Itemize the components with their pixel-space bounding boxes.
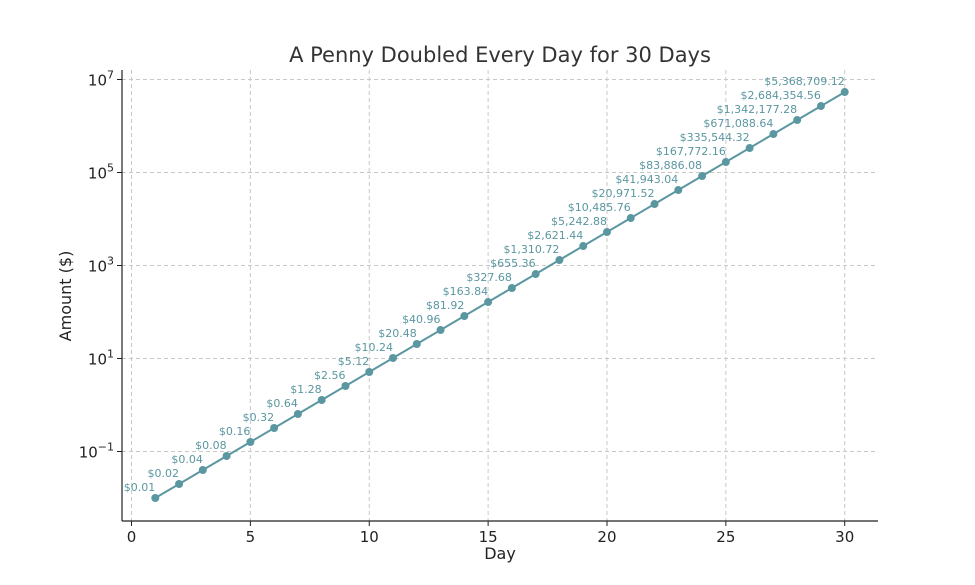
data-point [721,158,730,167]
data-point [389,354,398,363]
data-label: $2,684,354.56 [740,89,820,102]
data-labels: $0.01$0.02$0.04$0.08$0.16$0.32$0.64$1.28… [124,75,845,494]
data-point [222,451,231,460]
data-point [412,340,421,349]
data-point [507,284,516,293]
data-label: $1,342,177.28 [717,103,797,116]
data-label: $5,242.88 [551,215,607,228]
data-label: $1,310.72 [503,243,559,256]
data-point [769,130,778,139]
data-point [602,228,611,237]
data-label: $41,943.04 [615,173,678,186]
data-label: $5.12 [338,355,370,368]
data-label: $0.16 [219,425,251,438]
chart-title: A Penny Doubled Every Day for 30 Days [289,43,711,67]
data-label: $1.28 [290,383,322,396]
data-label: $10,485.76 [568,201,631,214]
data-label: $671,088.64 [703,117,773,130]
data-point [293,410,302,419]
data-label: $0.04 [171,453,203,466]
grid [122,70,878,521]
x-axis-label: Day [484,544,516,563]
x-axis-ticks: 0 5 10 15 20 25 30 [127,521,854,546]
y-tick-label: 103 [88,254,114,275]
data-point [365,368,374,377]
data-label: $81.92 [426,299,465,312]
y-tick-label: 107 [88,68,114,89]
y-axis-ticks: 10−1 101 103 105 107 [79,68,122,461]
data-label: $335,544.32 [680,131,750,144]
data-point [175,479,184,488]
x-tick-label: 10 [360,528,379,546]
data-label: $40.96 [402,313,441,326]
data-label: $0.64 [266,397,298,410]
data-point [270,424,279,433]
data-label: $163.84 [443,285,489,298]
data-point [198,465,207,474]
y-tick-label: 105 [88,161,114,182]
data-label: $0.08 [195,439,227,452]
data-point [484,298,493,307]
data-label: $655.36 [490,257,536,270]
series-line [154,91,846,499]
data-point [650,200,659,209]
y-tick-label: 101 [88,347,114,368]
data-label: $20,971.52 [592,187,655,200]
data-label: $0.01 [124,481,156,494]
data-point [816,102,825,111]
data-label: $0.02 [148,467,180,480]
x-tick-label: 5 [246,528,256,546]
x-tick-label: 0 [127,528,137,546]
data-point [436,326,445,335]
y-axis-label: Amount ($) [56,251,75,342]
x-tick-label: 30 [835,528,854,546]
data-label: $5,368,709.12 [764,75,844,88]
data-point [698,172,707,181]
data-point [626,214,635,223]
data-label: $0.32 [243,411,275,424]
data-label: $2.56 [314,369,346,382]
x-tick-label: 25 [716,528,735,546]
data-label: $10.24 [355,341,394,354]
data-point [460,312,469,321]
data-point [341,382,350,391]
data-label: $327.68 [466,271,512,284]
data-label: $20.48 [378,327,417,340]
data-label: $167,772.16 [656,145,726,158]
data-label: $2,621.44 [527,229,583,242]
data-point [246,437,255,446]
x-tick-label: 15 [479,528,498,546]
data-point [555,256,564,265]
data-point [579,242,588,251]
data-point [745,144,754,153]
data-point [151,493,160,502]
data-point [531,270,540,279]
data-points [151,88,849,502]
data-point [674,186,683,195]
data-point [793,116,802,125]
data-point [317,396,326,405]
x-tick-label: 20 [597,528,616,546]
data-point [840,88,849,97]
y-tick-label: 10−1 [79,440,114,461]
data-label: $83,886.08 [639,159,702,172]
